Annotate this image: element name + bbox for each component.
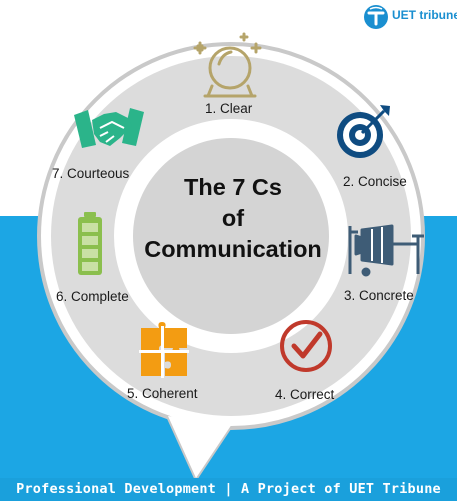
logo-text: UET tribune xyxy=(392,8,457,22)
uet-tribune-logo xyxy=(362,3,454,31)
crystal-ball-icon xyxy=(193,32,262,98)
title-line-2: of xyxy=(221,205,245,231)
title-line-1: The 7 Cs xyxy=(184,174,282,200)
checkmark-icon xyxy=(280,320,332,372)
item-label-clear: 1. Clear xyxy=(205,101,253,116)
handshake-icon xyxy=(74,108,144,148)
item-label-complete: 6. Complete xyxy=(56,289,129,304)
diagram-title: The 7 Cs of Communication xyxy=(128,172,338,265)
puzzle-icon xyxy=(139,322,189,378)
footer-text: Professional Development | A Project of … xyxy=(16,481,441,497)
item-label-coherent: 5. Coherent xyxy=(127,386,198,401)
item-label-courteous: 7. Courteous xyxy=(52,166,130,181)
footer-bar xyxy=(0,478,457,501)
logo-emblem-icon xyxy=(364,5,388,29)
battery-icon xyxy=(78,212,102,275)
item-label-concise: 2. Concise xyxy=(343,174,407,189)
target-icon xyxy=(337,105,390,158)
speech-bubble-tail-fill xyxy=(168,416,232,478)
cement-mixer-icon xyxy=(348,224,424,277)
item-label-correct: 4. Correct xyxy=(275,387,335,402)
inner-disc xyxy=(133,138,329,334)
title-line-3: Communication xyxy=(144,236,322,262)
item-label-concrete: 3. Concrete xyxy=(344,288,414,303)
